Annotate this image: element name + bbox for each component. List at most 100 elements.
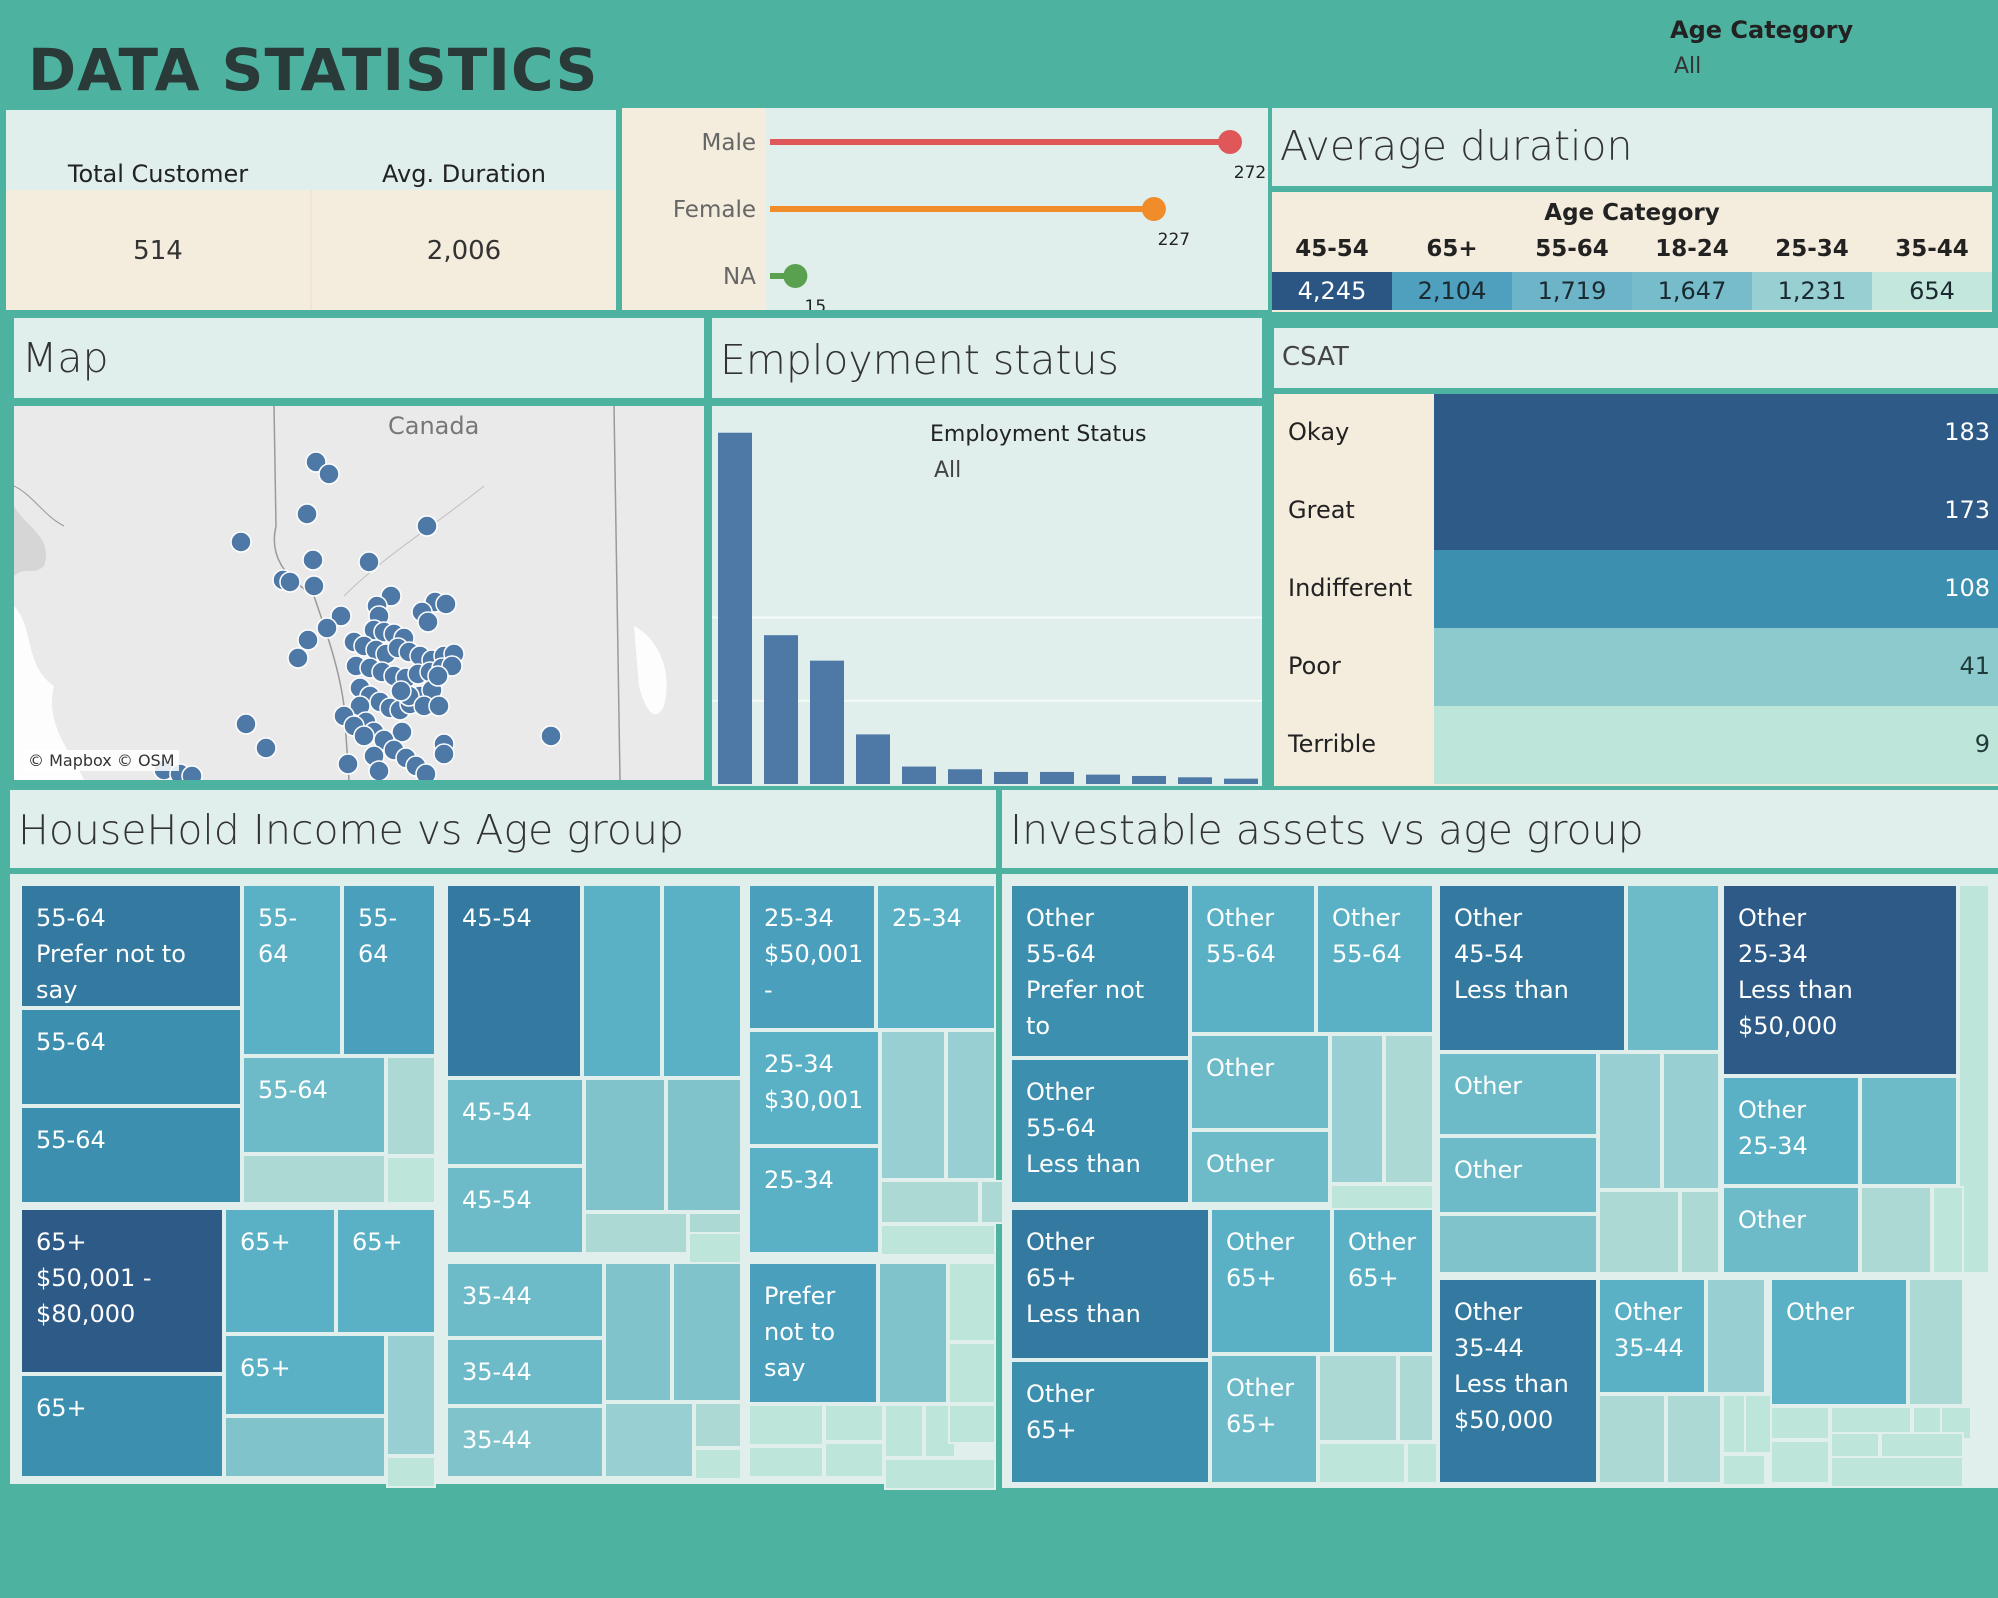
customer-location-point[interactable] [540,725,562,747]
treemap-cell[interactable]: Other [1190,1130,1330,1204]
treemap-cell[interactable]: 25-34 [748,1146,880,1254]
csat-row[interactable]: Terrible 9 [1274,706,1998,784]
customer-location-point[interactable] [297,629,319,651]
customer-location-point[interactable] [302,549,324,571]
treemap-cell[interactable] [748,1404,824,1446]
treemap-cell[interactable]: 25-34 $30,001 [748,1030,880,1146]
employment-filter-dropdown[interactable]: All [934,458,962,483]
treemap-cell[interactable]: 55-64 [342,884,436,1056]
treemap-cell[interactable]: Other 55-64 Prefer not to say [1010,884,1190,1058]
employment-bar[interactable] [948,769,982,784]
customer-location-point[interactable] [230,531,252,553]
treemap-cell[interactable]: Other 25-34 [1722,1076,1860,1186]
treemap-cell[interactable]: 35-44 [446,1338,604,1406]
age-filter-dropdown[interactable]: All [1674,54,1702,79]
treemap-cell[interactable] [584,1212,688,1254]
treemap-cell[interactable] [1598,1052,1662,1190]
age-duration-cell[interactable]: 4,245 [1272,272,1392,310]
customer-location-point[interactable] [330,605,352,627]
treemap-cell[interactable]: 45-54 [446,1166,584,1254]
treemap-cell[interactable] [878,1262,948,1404]
treemap-cell[interactable]: 45-54 [446,1078,584,1166]
treemap-cell[interactable] [224,1416,386,1478]
customer-location-point[interactable] [427,665,449,687]
treemap-cell[interactable]: 65+ [224,1208,336,1334]
treemap-cell[interactable]: Other [1190,1034,1330,1130]
treemap-cell[interactable]: 55-64 [242,884,342,1056]
treemap-cell[interactable]: Other 55-64 [1190,884,1316,1034]
customer-location-point[interactable] [368,760,390,780]
treemap-cell[interactable] [1398,1354,1434,1442]
csat-row[interactable]: Okay 183 [1274,394,1998,472]
treemap-cell[interactable] [672,1262,742,1402]
customer-points[interactable] [14,406,704,780]
treemap-cell[interactable] [386,1334,436,1456]
treemap-cell[interactable] [694,1402,742,1448]
map-attribution[interactable]: © Mapbox © OSM [24,750,179,771]
treemap-cell[interactable] [1662,1052,1720,1190]
age-duration-cell[interactable]: 2,104 [1392,272,1512,310]
employment-bar[interactable] [902,766,936,784]
treemap-cell[interactable]: Prefer not to say [748,1262,878,1404]
employment-bar[interactable] [810,660,844,784]
treemap-cell[interactable]: 65+ $50,001 - $80,000 [20,1208,224,1374]
treemap-cell[interactable] [1318,1354,1398,1442]
csat-row[interactable]: Indifferent 108 [1274,550,1998,628]
gender-dot[interactable] [1218,130,1242,154]
employment-bar[interactable] [764,635,798,784]
csat-row[interactable]: Great 173 [1274,472,1998,550]
treemap-cell[interactable] [584,1078,666,1212]
treemap-cell[interactable] [1598,1190,1680,1274]
treemap-cell[interactable] [880,1180,980,1224]
customer-location-point[interactable] [416,515,438,537]
treemap-cell[interactable]: Other [1770,1278,1908,1406]
treemap-cell[interactable] [662,884,742,1078]
treemap-cell[interactable]: Other 65+ Less than [1010,1208,1210,1360]
treemap-cell[interactable] [666,1078,742,1212]
treemap-cell[interactable] [1330,1034,1384,1184]
treemap-cell[interactable]: Other 35-44 [1598,1278,1706,1394]
treemap-cell[interactable] [1680,1190,1720,1274]
customer-location-point[interactable] [181,765,203,780]
customer-location-point[interactable] [255,737,277,759]
age-duration-cell[interactable]: 1,647 [1632,272,1752,310]
csat-bar[interactable]: 173 [1434,472,1998,550]
treemap-cell[interactable] [1830,1456,1964,1488]
treemap-cell[interactable]: Other 65+ [1210,1208,1332,1354]
customer-location-point[interactable] [316,617,338,639]
treemap-cell[interactable]: 55-64 [20,1008,242,1106]
treemap-cell[interactable] [242,1154,386,1204]
treemap-cell[interactable] [1406,1442,1438,1484]
gender-dot[interactable] [783,264,808,288]
treemap-cell[interactable] [582,884,662,1078]
treemap-cell[interactable]: Other [1438,1136,1598,1214]
employment-bar[interactable] [994,771,1028,784]
employment-bar[interactable] [1040,771,1074,784]
treemap-cell[interactable] [748,1446,824,1478]
treemap-cell[interactable] [1626,884,1720,1052]
treemap-cell[interactable] [824,1442,884,1478]
employment-bar[interactable] [1178,777,1212,784]
treemap-cell[interactable]: 55-64 [242,1056,386,1154]
treemap-cell[interactable]: Other 55-64 [1316,884,1434,1034]
treemap-cell[interactable] [1318,1442,1406,1484]
treemap-cell[interactable] [948,1262,996,1342]
treemap-cell[interactable] [694,1448,742,1480]
treemap-cell[interactable] [604,1262,672,1402]
customer-location-point[interactable] [337,753,359,775]
treemap-cell[interactable] [884,1458,996,1490]
treemap-cell[interactable] [604,1402,694,1478]
treemap-cell[interactable]: Other [1438,1052,1598,1136]
treemap-cell[interactable] [948,1404,996,1444]
employment-bar[interactable] [1224,778,1258,784]
treemap-cell[interactable] [1932,1186,1964,1274]
customer-location-point[interactable] [428,695,450,717]
treemap-cell[interactable]: Other 25-34 Less than $50,000 [1722,884,1958,1076]
treemap-cell[interactable]: 55-64 Prefer not to say [20,884,242,1008]
employment-bar[interactable] [718,432,752,784]
map-view[interactable]: Canada © Mapbox © OSM [14,406,704,780]
treemap-cell[interactable]: 65+ [336,1208,436,1334]
employment-bar[interactable] [1086,774,1120,784]
treemap-cell[interactable]: Other 45-54 Less than [1438,884,1626,1052]
treemap-cell[interactable]: 25-34 [876,884,996,1030]
